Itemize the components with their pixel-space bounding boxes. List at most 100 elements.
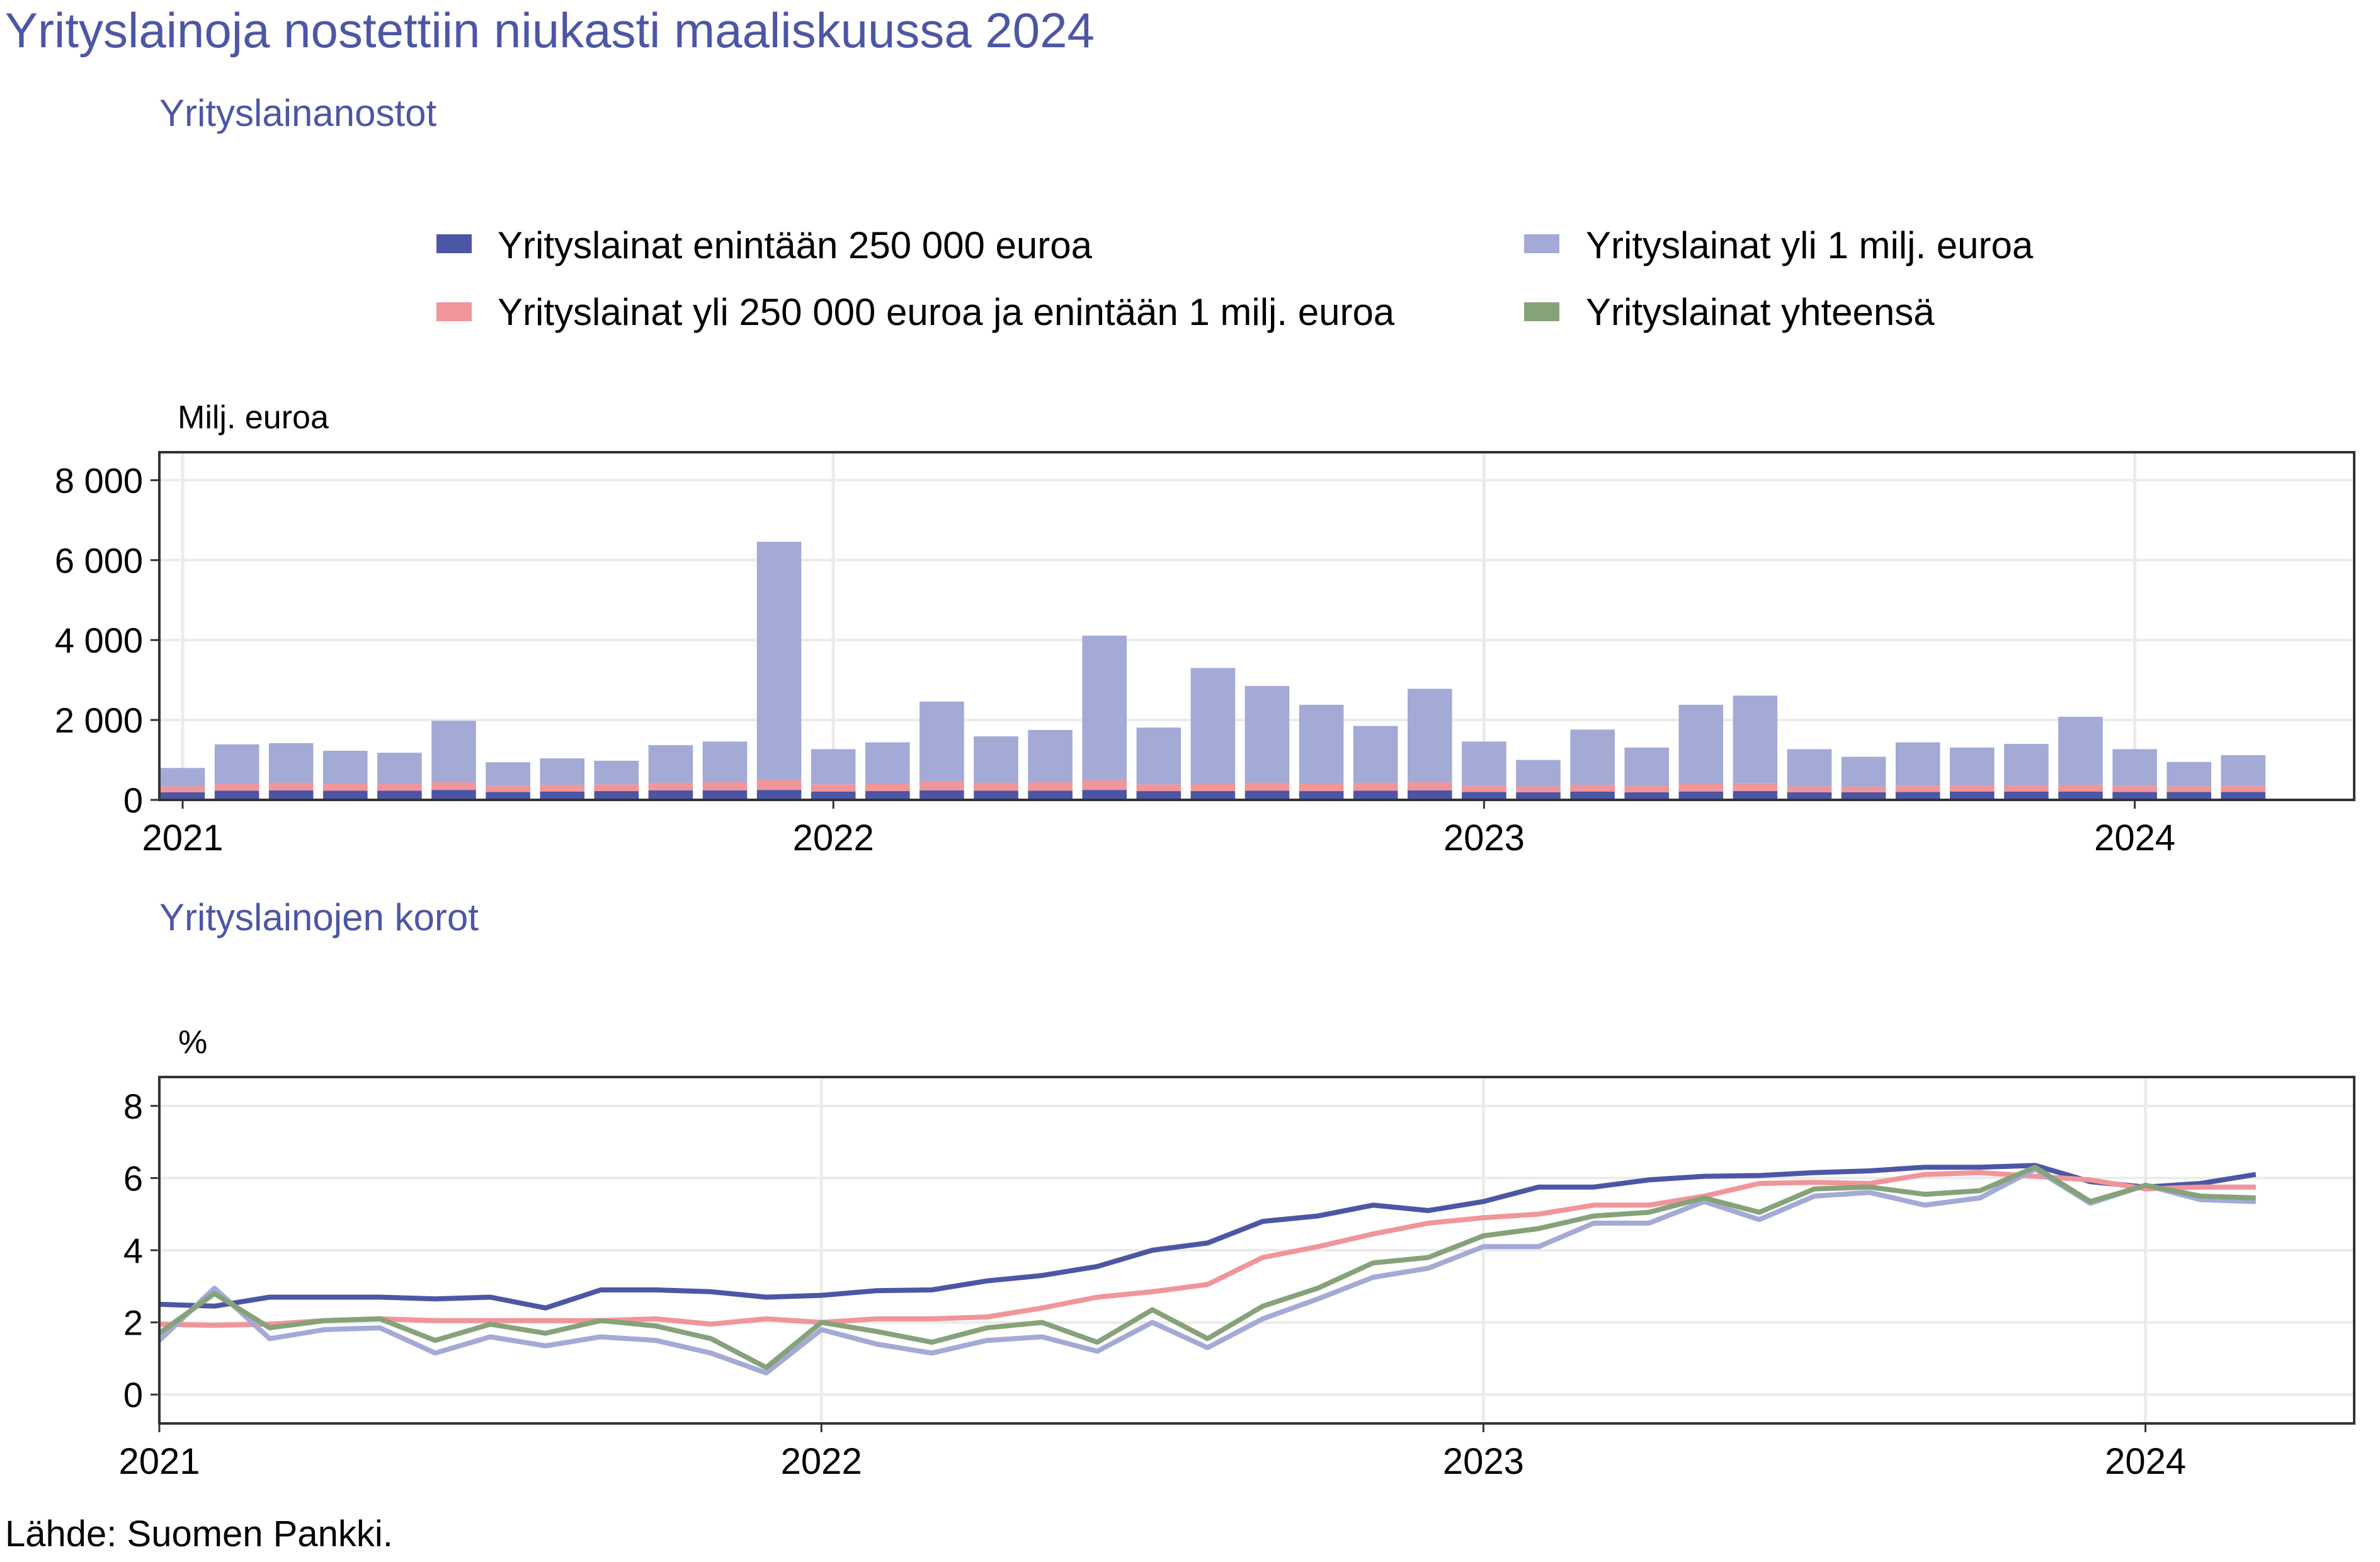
x-tick-label: 2021 (118, 1441, 200, 1482)
x-tick-label: 2024 (2094, 818, 2175, 858)
bar-segment (1678, 791, 1724, 800)
bar-segment (811, 791, 856, 800)
bar-segment (214, 744, 259, 784)
bar-segment (1624, 747, 1670, 786)
panel1-title: Yrityslainanostot (159, 92, 437, 134)
bar-segment (1299, 704, 1344, 784)
bar-segment (214, 784, 259, 791)
bar-segment (811, 784, 856, 792)
bar-segment (2004, 791, 2049, 800)
source-note: Lähde: Suomen Pankki. (5, 1514, 393, 1554)
bar-segment (1407, 790, 1452, 800)
bar-segment (1353, 726, 1398, 783)
x-tick-label: 2023 (1443, 818, 1525, 858)
bar-segment (974, 736, 1018, 783)
legend-swatch-large (1524, 234, 1559, 253)
bar-segment (1299, 791, 1344, 800)
bar-segment (1895, 792, 1940, 800)
bar-segment (2166, 761, 2212, 787)
bar-segment (1082, 790, 1127, 800)
x-tick-label: 2022 (793, 818, 874, 858)
bar-segment (1190, 668, 1236, 784)
bar-segment (702, 790, 748, 800)
bar-segment (1841, 792, 1886, 800)
bar-segment (160, 786, 205, 792)
bar-segment (1244, 782, 1290, 791)
series-line (157, 1166, 2256, 1376)
bar-segment (1136, 791, 1181, 800)
bar-segment (2004, 785, 2049, 792)
bar-segment (1516, 792, 1561, 800)
y-tick-label: 8 (123, 1086, 143, 1126)
bar-segment (1190, 791, 1236, 800)
y-tick-label: 2 000 (55, 700, 143, 740)
bar-segment (2112, 785, 2157, 792)
bar-segment (268, 790, 314, 800)
bar-segment (431, 721, 476, 783)
y-tick-label: 2 (123, 1303, 143, 1343)
y-tick-label: 6 000 (55, 540, 143, 580)
figure-title: Yrityslainoja nostettiin niukasti maalis… (5, 3, 1095, 58)
bar-segment (1299, 783, 1344, 792)
bar-segment (1949, 747, 1995, 785)
bar-segment (160, 768, 205, 787)
bar-segment (540, 784, 585, 792)
x-tick-label: 2021 (142, 818, 223, 858)
bar-segment (1895, 742, 1940, 786)
bar-segment (1624, 792, 1670, 800)
series-line (159, 1170, 2256, 1328)
bar-segment (865, 791, 910, 800)
y-tick-label: 0 (123, 780, 143, 820)
y-tick-label: 6 (123, 1158, 143, 1198)
bar-segment (594, 784, 639, 792)
bar-chart-panel: 0 2 000 4 000 6 000 8 000 2021 2022 2023 2024 (55, 451, 2355, 858)
legend-label-medium: Yrityslainat yli 250 000 euroa ja enintä… (498, 291, 1395, 333)
bar-segment (1678, 704, 1724, 784)
bar-segment (1244, 790, 1290, 800)
bar-segment (1407, 688, 1452, 783)
x-tick-label: 2024 (2105, 1441, 2186, 1482)
bar-segment (1570, 729, 1615, 785)
legend-label-large: Yrityslainat yli 1 milj. euroa (1586, 224, 2034, 266)
bar-segment (322, 750, 368, 784)
bar-segment (486, 762, 530, 786)
bar-segment (974, 782, 1018, 791)
bar-segment (486, 785, 530, 792)
bar-segment (1353, 782, 1398, 791)
bar-segment (2221, 785, 2266, 792)
bar-segment (2221, 755, 2266, 786)
bar-segment (1516, 786, 1561, 792)
bar-segment (1570, 784, 1615, 792)
bar-segment (811, 749, 856, 785)
bar-segment (756, 542, 802, 780)
bar-segment (1462, 741, 1506, 786)
bar-segment (1353, 790, 1398, 800)
bar-segment (1462, 785, 1506, 792)
bar-segment (1570, 791, 1615, 800)
y-tick-label: 0 (123, 1375, 143, 1415)
bar-segment (214, 790, 259, 800)
bar-segment (540, 758, 585, 785)
series-line (159, 1163, 2257, 1311)
bar-segment (2004, 744, 2049, 785)
legend-label-small: Yrityslainat enintään 250 000 euroa (498, 224, 1093, 266)
bar-segment (648, 782, 693, 790)
bar-segment (2112, 792, 2157, 800)
bar-segment (1733, 695, 1778, 784)
bar-segment (594, 760, 639, 785)
y-tick-label: 4 000 (55, 620, 143, 660)
bar-segment (377, 753, 422, 784)
bar-segment (1190, 784, 1236, 792)
bar-segment (2221, 792, 2266, 800)
panel1-ylabel: Milj. euroa (178, 399, 329, 436)
bar-segment (1624, 785, 1670, 792)
bar-segment (756, 790, 802, 800)
bar-segment (322, 783, 368, 791)
panel2-title: Yrityslainojen korot (159, 896, 479, 938)
bar-segment (702, 741, 748, 783)
bar-segment (1678, 784, 1724, 792)
bar-segment (1462, 792, 1506, 800)
bar-segment (1841, 756, 1886, 787)
bar-segment (865, 742, 910, 784)
bar-segment (2112, 749, 2157, 786)
